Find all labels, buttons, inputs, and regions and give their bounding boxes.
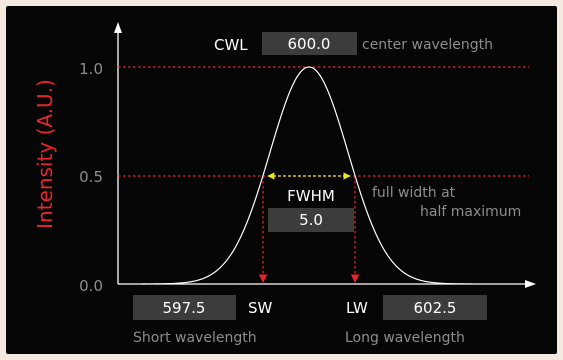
emission-curve [141,66,472,285]
cwl-description: center wavelength [362,37,493,53]
lw-value-box [383,295,487,320]
cwl-label: CWL [214,36,248,54]
lw-description: Long wavelength [345,330,465,346]
fwhm-value-box [268,208,354,232]
y-axis-label: Intensity (A.U.) [33,79,57,229]
sw-value-box [133,295,236,320]
spectrum-diagram: Intensity (A.U.) 1.0 0.5 0.0 CWL 600.0 c… [33,22,536,346]
fwhm-description-line-1: full width at [372,185,456,201]
tick-label-0-5: 0.5 [79,168,103,186]
fwhm-label: FWHM [287,187,335,205]
y-axis-arrow-icon [114,22,122,33]
sw-value: 597.5 [163,299,206,317]
sw-label: SW [248,299,273,317]
lw-value: 602.5 [414,299,457,317]
fwhm-value: 5.0 [299,211,323,229]
tick-label-1-0: 1.0 [79,60,103,78]
diagram-frame: Intensity (A.U.) 1.0 0.5 0.0 CWL 600.0 c… [6,6,557,354]
fwhm-description-line-2: half maximum [420,204,521,220]
x-axis-arrow-icon [525,280,536,288]
cwl-value-box [262,32,357,55]
sw-description: Short wavelength [133,330,257,346]
cwl-value: 600.0 [288,35,331,53]
lw-label: LW [346,299,368,317]
tick-label-0-0: 0.0 [79,277,103,295]
